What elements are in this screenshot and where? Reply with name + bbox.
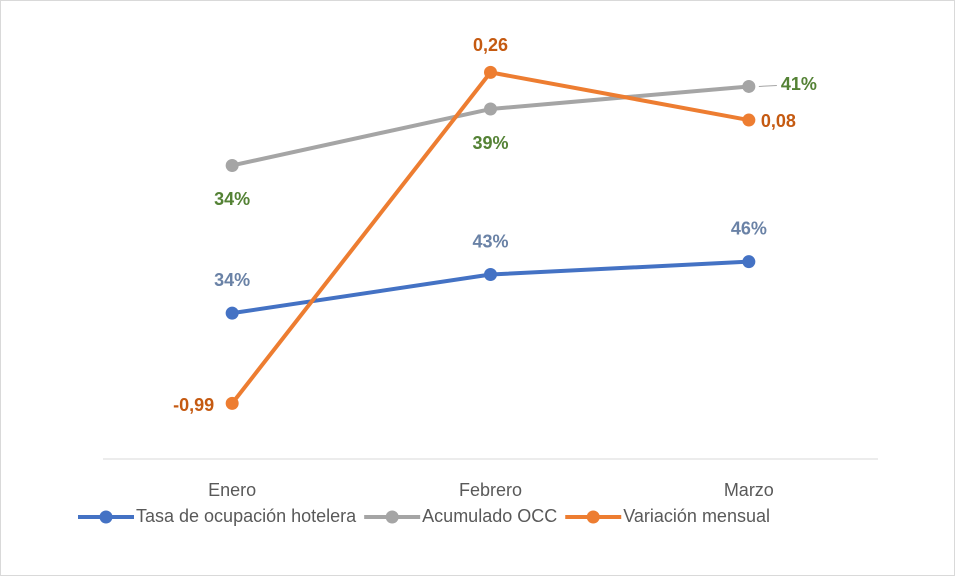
x-tick-label: Enero	[208, 480, 256, 500]
legend-label: Acumulado OCC	[422, 506, 557, 526]
point	[742, 79, 756, 93]
point	[484, 102, 497, 116]
value-label: 39%	[472, 133, 508, 153]
x-tick-label: Marzo	[724, 480, 774, 500]
point	[225, 396, 239, 410]
legend-label: Tasa de ocupación hotelera	[136, 506, 357, 526]
point	[742, 113, 756, 127]
legend-marker	[385, 510, 399, 524]
value-label: -0,99	[173, 395, 214, 415]
value-label: 41%	[781, 74, 817, 94]
point	[225, 306, 239, 320]
value-label: 0,08	[761, 111, 796, 131]
value-label: 43%	[472, 231, 508, 251]
value-label: 34%	[214, 270, 250, 290]
leader-line	[758, 84, 777, 87]
x-tick-label: Febrero	[459, 480, 522, 500]
point	[742, 255, 756, 269]
value-label: 0,26	[473, 35, 508, 55]
point	[484, 268, 497, 282]
point	[225, 158, 239, 172]
legend-marker	[99, 510, 113, 524]
legend-label: Variación mensual	[623, 506, 770, 526]
value-label: 46%	[731, 218, 767, 238]
legend-marker	[586, 510, 600, 524]
value-label: 34%	[214, 189, 250, 209]
point	[484, 65, 497, 79]
